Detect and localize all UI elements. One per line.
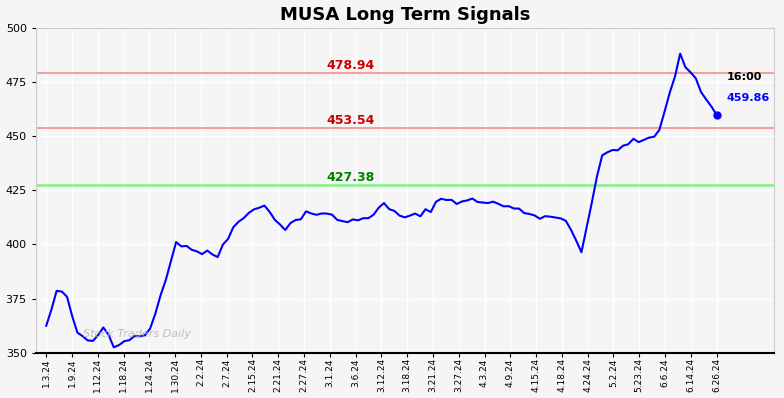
Text: 16:00: 16:00: [727, 72, 762, 82]
Text: 478.94: 478.94: [327, 59, 375, 72]
Text: 427.38: 427.38: [327, 171, 375, 184]
Text: 459.86: 459.86: [727, 94, 770, 103]
Text: Stock Traders Daily: Stock Traders Daily: [82, 330, 191, 339]
Title: MUSA Long Term Signals: MUSA Long Term Signals: [280, 6, 530, 23]
Text: 453.54: 453.54: [327, 114, 376, 127]
Point: [710, 111, 723, 118]
